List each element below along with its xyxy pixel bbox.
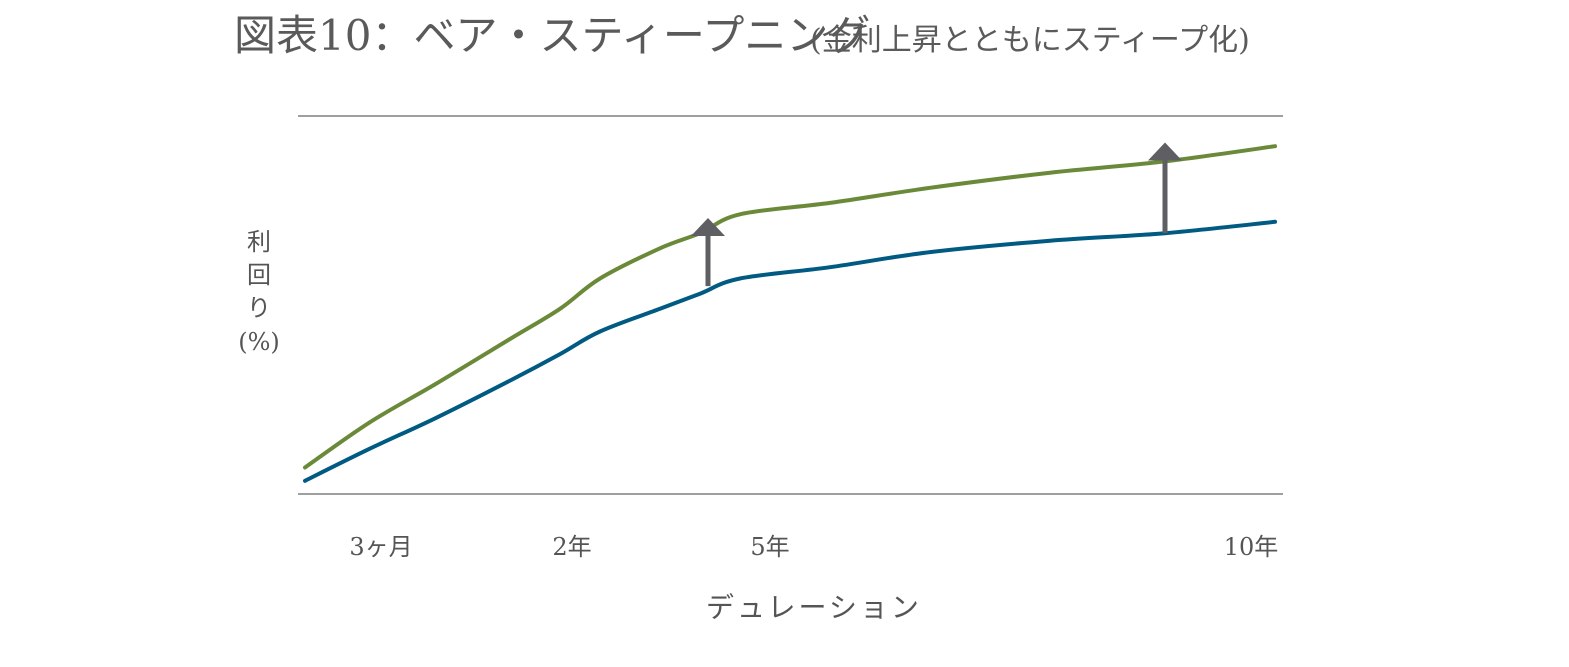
y-axis-label-line: (%): [238, 328, 280, 356]
arrow-layer: [691, 142, 1182, 287]
arrow-head: [691, 218, 725, 237]
y-axis-label-line: り: [247, 294, 271, 322]
y-axis-label: 利 回 り (%): [238, 228, 280, 356]
x-tick-layer: 3ヶ月 2年 5年 10年: [349, 533, 1278, 561]
series-layer: [303, 144, 1277, 483]
y-axis-label-line: 回: [247, 261, 271, 289]
x-tick-label: 10年: [1224, 533, 1279, 561]
up-arrow-2: [1148, 142, 1182, 234]
x-tick-label: 2年: [552, 533, 591, 561]
x-tick-label: 5年: [750, 533, 789, 561]
series-line-before: [303, 219, 1277, 483]
arrow-head: [1148, 142, 1182, 161]
chart-title: 図表10：ベア・スティープニング: [234, 11, 870, 60]
chart-subtitle: (金利上昇とともにスティープ化): [810, 23, 1250, 58]
series-line-after: [303, 144, 1277, 470]
up-arrow-1: [691, 218, 725, 287]
y-axis-label-line: 利: [247, 228, 271, 256]
x-tick-label: 3ヶ月: [349, 533, 412, 561]
x-axis-label: デュレーション: [706, 591, 922, 624]
